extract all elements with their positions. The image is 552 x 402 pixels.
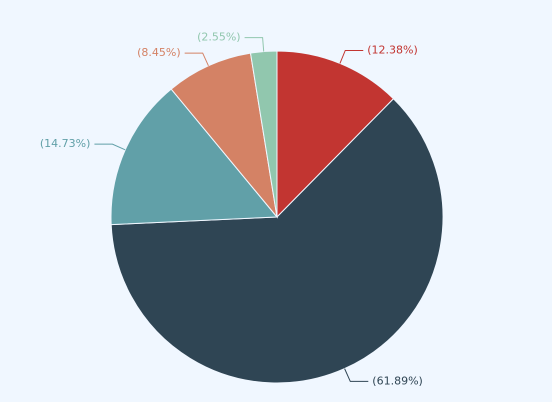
pie-slice bbox=[110, 98, 444, 384]
data-label: (2.55%) bbox=[197, 31, 241, 44]
data-label: (8.45%) bbox=[137, 46, 181, 59]
leader-line bbox=[184, 52, 209, 67]
data-label: (14.73%) bbox=[40, 137, 91, 150]
leader-line bbox=[339, 49, 364, 64]
pie-slice bbox=[170, 52, 278, 219]
leader-line bbox=[244, 37, 265, 52]
leader-line bbox=[344, 368, 369, 382]
leader-line bbox=[94, 143, 126, 151]
pie-slice bbox=[110, 88, 279, 226]
pie-slice bbox=[276, 50, 395, 219]
data-label: (61.89%) bbox=[372, 374, 423, 387]
data-label: (12.38%) bbox=[367, 43, 418, 56]
